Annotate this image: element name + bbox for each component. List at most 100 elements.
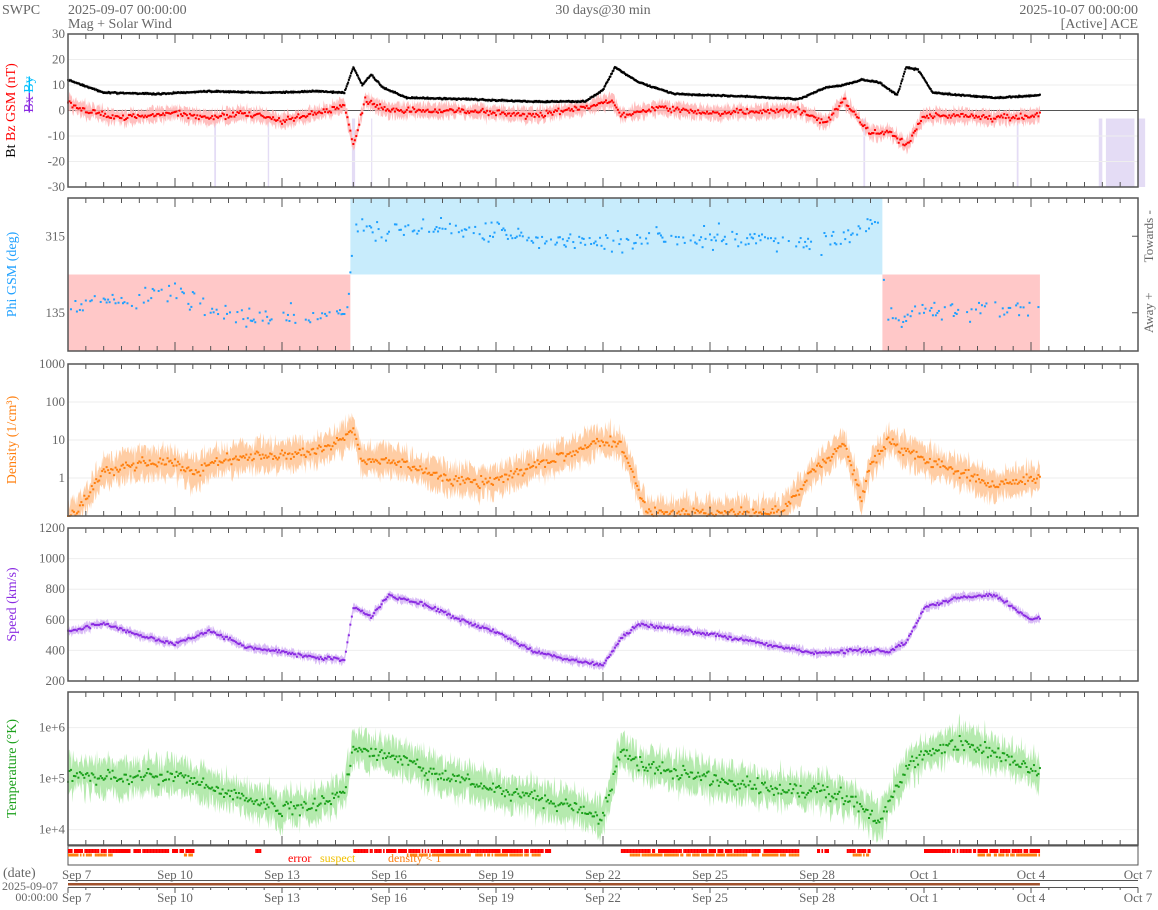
phi-point bbox=[505, 234, 507, 236]
temperature-point bbox=[253, 803, 255, 805]
speed-tick-label: 800 bbox=[46, 581, 66, 596]
density-point bbox=[88, 495, 90, 497]
density-point bbox=[300, 454, 302, 456]
speed-point bbox=[492, 628, 494, 630]
density-point bbox=[213, 462, 215, 464]
phi-point bbox=[522, 235, 524, 237]
phi-point bbox=[282, 312, 284, 314]
speed-point bbox=[277, 651, 279, 653]
density-point bbox=[825, 462, 827, 464]
density-point bbox=[849, 460, 851, 462]
phi-point bbox=[187, 303, 189, 305]
temperature-point bbox=[670, 770, 672, 772]
bx-by-spike bbox=[352, 119, 355, 188]
phi-point bbox=[498, 223, 500, 225]
phi-point bbox=[748, 243, 750, 245]
temperature-point bbox=[939, 744, 941, 746]
density-point bbox=[593, 440, 595, 442]
bz-point bbox=[765, 111, 767, 113]
bz-point bbox=[705, 113, 707, 115]
bz-point bbox=[113, 118, 115, 120]
density-point bbox=[226, 452, 228, 454]
phi-point bbox=[1023, 306, 1025, 308]
density-point bbox=[731, 508, 733, 510]
density-point bbox=[979, 481, 981, 483]
sector-towards bbox=[350, 198, 882, 275]
density-point bbox=[174, 458, 176, 460]
phi-point bbox=[285, 319, 287, 321]
phi-point bbox=[433, 231, 435, 233]
bz-point bbox=[98, 112, 100, 114]
mag-tick-label: 0 bbox=[59, 103, 66, 118]
bz-point bbox=[801, 112, 803, 114]
phi-point bbox=[387, 233, 389, 235]
temperature-point bbox=[502, 790, 504, 792]
density-point bbox=[352, 427, 354, 429]
temperature-point bbox=[204, 787, 206, 789]
density-point bbox=[115, 467, 117, 469]
temperature-point bbox=[510, 800, 512, 802]
density-point bbox=[281, 449, 283, 451]
phi-point bbox=[492, 236, 494, 238]
temperature-point bbox=[712, 781, 714, 783]
temperature-point bbox=[205, 784, 207, 786]
temperature-point bbox=[742, 780, 744, 782]
bz-point bbox=[112, 114, 114, 116]
phi-point bbox=[309, 321, 311, 323]
temperature-point bbox=[832, 797, 834, 799]
temperature-point bbox=[168, 778, 170, 780]
bz-point bbox=[673, 110, 675, 112]
density-point bbox=[700, 511, 702, 513]
phi-point bbox=[975, 309, 977, 311]
phi-point bbox=[752, 237, 754, 239]
phi-point bbox=[106, 301, 108, 303]
phi-point bbox=[170, 295, 172, 297]
density-point bbox=[288, 452, 290, 454]
temperature-point bbox=[336, 792, 338, 794]
speed-point bbox=[372, 615, 374, 617]
temperature-point bbox=[603, 814, 605, 816]
temperature-point bbox=[256, 799, 258, 801]
speed-point bbox=[164, 642, 166, 644]
density-point bbox=[974, 474, 976, 476]
density-point bbox=[832, 453, 834, 455]
speed-point bbox=[437, 608, 439, 610]
density-point bbox=[508, 475, 510, 477]
bz-point bbox=[930, 115, 932, 117]
bx-by-spike bbox=[1017, 119, 1019, 188]
density-range-band bbox=[68, 413, 1040, 516]
temperature-point bbox=[88, 775, 90, 777]
bz-point bbox=[926, 115, 928, 117]
density-point bbox=[708, 514, 710, 516]
speed-point bbox=[941, 602, 943, 604]
density-point bbox=[104, 471, 106, 473]
speed-point bbox=[123, 629, 125, 631]
speed-point bbox=[614, 647, 616, 649]
temperature-point bbox=[464, 779, 466, 781]
bz-point bbox=[361, 112, 363, 114]
bz-point bbox=[177, 115, 179, 117]
bx-by-spike bbox=[214, 119, 216, 188]
temperature-point bbox=[893, 790, 895, 792]
speed-point bbox=[867, 649, 869, 651]
temperature-point bbox=[165, 779, 167, 781]
phi-point bbox=[648, 232, 650, 234]
density-point bbox=[771, 508, 773, 510]
temperature-point bbox=[884, 806, 886, 808]
bz-point bbox=[896, 137, 898, 139]
density-point bbox=[294, 451, 296, 453]
phi-point bbox=[363, 230, 365, 232]
temperature-point bbox=[196, 781, 198, 783]
bz-point bbox=[776, 108, 778, 110]
density-point bbox=[923, 459, 925, 461]
phi-point bbox=[584, 244, 586, 246]
speed-point bbox=[716, 633, 718, 635]
temperature-point bbox=[776, 788, 778, 790]
temperature-point bbox=[369, 755, 371, 757]
temperature-point bbox=[553, 803, 555, 805]
temperature-point bbox=[556, 810, 558, 812]
phi-point bbox=[526, 239, 528, 241]
temperature-point bbox=[979, 744, 981, 746]
bz-point bbox=[624, 116, 626, 118]
phi-point bbox=[583, 238, 585, 240]
